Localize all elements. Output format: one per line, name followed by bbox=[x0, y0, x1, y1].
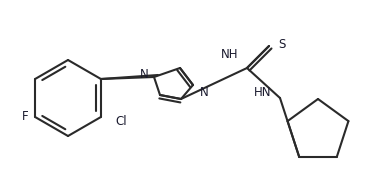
Text: N: N bbox=[140, 68, 149, 81]
Text: N: N bbox=[200, 87, 209, 100]
Text: Cl: Cl bbox=[115, 115, 127, 128]
Text: F: F bbox=[22, 111, 29, 124]
Text: NH: NH bbox=[221, 48, 239, 61]
Text: HN: HN bbox=[254, 87, 272, 100]
Text: S: S bbox=[278, 38, 285, 51]
